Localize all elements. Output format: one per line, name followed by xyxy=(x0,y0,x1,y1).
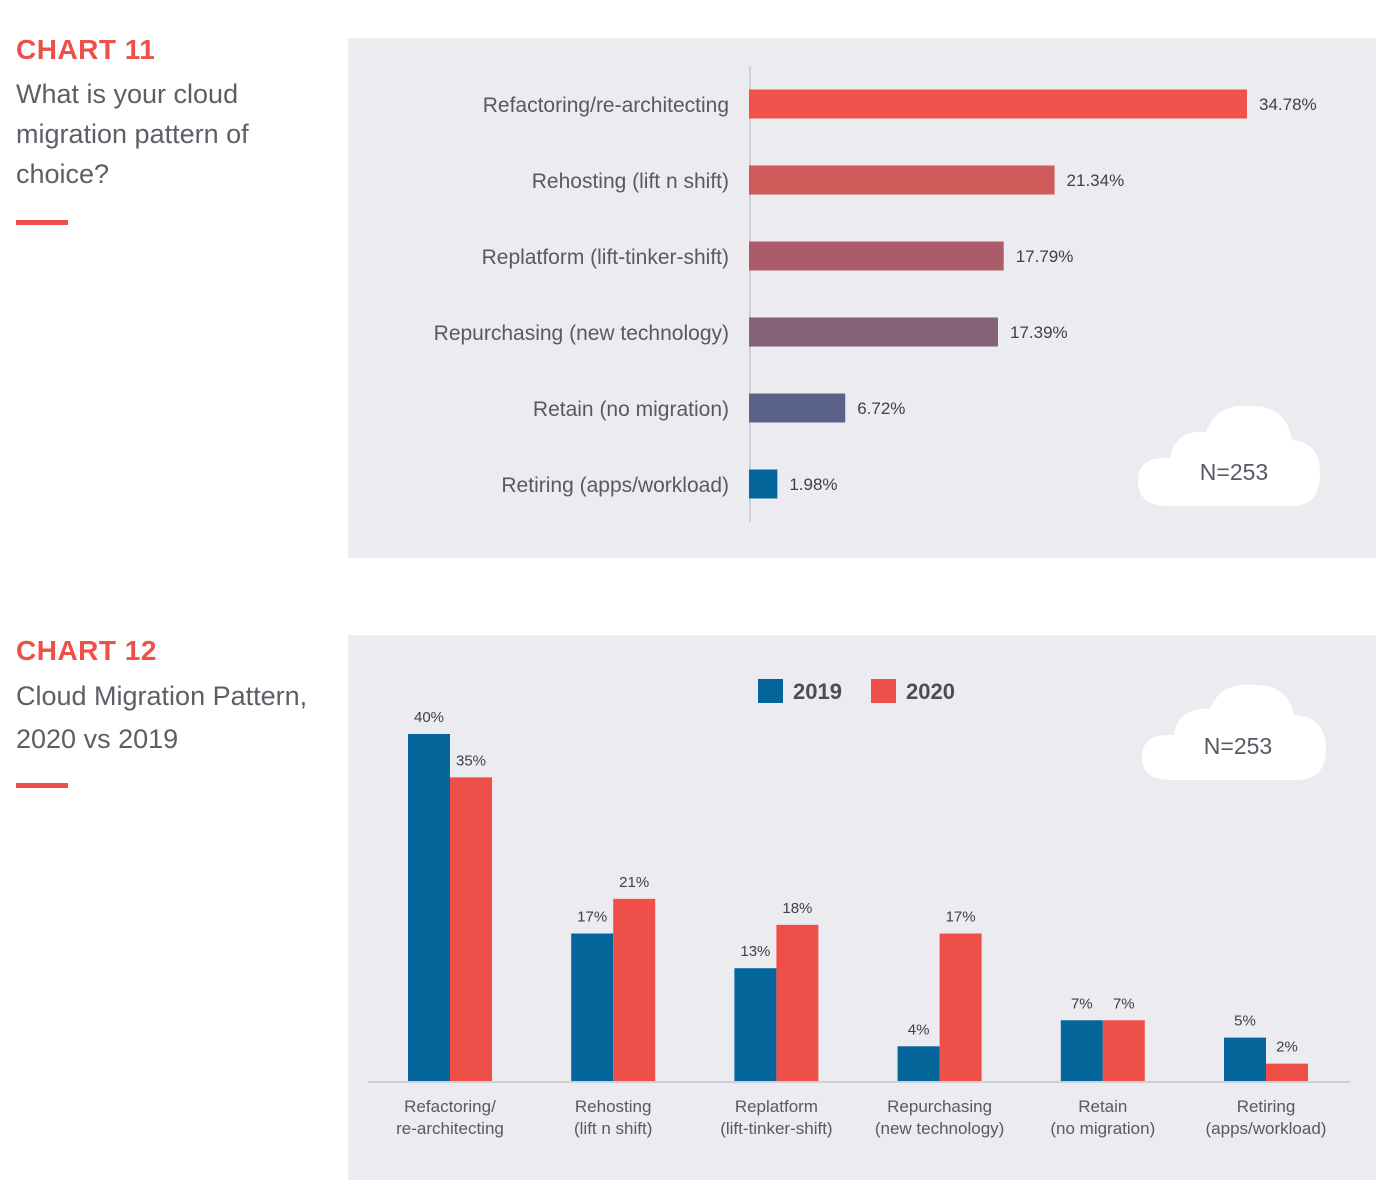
chart12-question: Cloud Migration Pattern, 2020 vs 2019 xyxy=(16,681,308,754)
chart12-category-label: Repurchasing xyxy=(887,1097,992,1116)
chart11-cloud-icon xyxy=(1138,405,1320,506)
chart11-bar xyxy=(749,469,778,499)
chart12-category-label: Replatform xyxy=(735,1097,818,1116)
chart12-category-label: Retain xyxy=(1078,1097,1127,1116)
chart11-svg: Refactoring/re-architecting 34.78% Rehosti… xyxy=(434,66,1320,522)
chart12-caption: CHART 12 Cloud Migration Pattern, 2020 v… xyxy=(16,635,316,788)
chart12-bar-2019 xyxy=(408,734,450,1081)
chart12-category-label: (lift-tinker-shift) xyxy=(720,1119,832,1138)
chart11-label: CHART 11 xyxy=(16,34,156,65)
chart12-bar-2019 xyxy=(1060,1020,1103,1081)
chart11-category-label: Replatform (lift-tinker-shift) xyxy=(482,246,729,269)
chart11-category-label: Rehosting (lift n shift) xyxy=(532,170,729,193)
chart12-svg: 2019 2020 N=253 40% 35% Refactoring/re-arch… xyxy=(368,679,1350,1138)
chart11-bar xyxy=(749,165,1055,195)
chart11-category-label: Retain (no migration) xyxy=(533,398,729,421)
chart11-bar xyxy=(749,241,1004,271)
chart11-category-label: Retiring (apps/workload) xyxy=(501,474,729,497)
chart12-data-label: 7% xyxy=(1113,995,1135,1012)
chart12-data-label: 5% xyxy=(1234,1013,1256,1030)
chart12-bar-2019 xyxy=(734,968,777,1081)
chart11-data-label: 34.78% xyxy=(1259,95,1317,114)
chart11-bar xyxy=(749,317,998,347)
chart11-question: What is your cloud migration pattern of … xyxy=(16,79,249,189)
legend-label-2020: 2020 xyxy=(906,679,955,704)
chart12-data-label: 7% xyxy=(1071,995,1093,1012)
chart12-panel: 2019 2020 N=253 40% 35% Refactoring/re-arch… xyxy=(348,635,1376,1180)
chart12-cloud-icon xyxy=(1142,684,1326,780)
chart12-bar-2020 xyxy=(613,898,656,1081)
chart11-data-label: 17.79% xyxy=(1016,247,1074,266)
legend-swatch-2020 xyxy=(871,679,896,703)
chart12-data-label: 18% xyxy=(782,900,812,917)
chart12-data-label: 4% xyxy=(908,1021,930,1038)
chart11-data-label: 21.34% xyxy=(1067,171,1125,190)
chart12-category-label: Rehosting xyxy=(575,1097,652,1116)
chart12-bar-2020 xyxy=(450,777,492,1081)
chart11-category-label: Repurchasing (new technology) xyxy=(434,322,729,345)
chart12-category-label: re-architecting xyxy=(396,1119,504,1138)
chart12-data-label: 17% xyxy=(946,909,976,926)
chart12-data-label: 40% xyxy=(414,709,444,726)
legend-swatch-2019 xyxy=(758,679,783,703)
chart12-category-label: Refactoring/ xyxy=(404,1097,496,1116)
chart11-data-label: 17.39% xyxy=(1010,323,1068,342)
chart12-category-label: (no migration) xyxy=(1050,1119,1155,1138)
chart11-n-label: N=253 xyxy=(1200,459,1268,485)
chart11-bar xyxy=(749,393,846,423)
chart12-n-label: N=253 xyxy=(1204,733,1272,759)
chart12-bar-2019 xyxy=(571,933,614,1081)
chart12-bar-2019 xyxy=(897,1046,940,1081)
chart12-bar-2020 xyxy=(1266,1063,1308,1081)
chart12-bar-2020 xyxy=(1102,1020,1145,1081)
chart12-category-label: Retiring xyxy=(1237,1097,1296,1116)
chart12-bar-2020 xyxy=(776,924,819,1081)
chart12-bar-2020 xyxy=(939,933,982,1081)
chart12-bar-2019 xyxy=(1224,1037,1266,1081)
chart11-bar xyxy=(749,89,1247,119)
chart12-category-label: (lift n shift) xyxy=(574,1119,652,1138)
chart12-label: CHART 12 xyxy=(16,635,157,666)
chart12-data-label: 21% xyxy=(619,874,649,891)
chart12-category-label: (apps/workload) xyxy=(1206,1119,1327,1138)
chart12-accent-rule xyxy=(16,783,68,788)
chart12-category-label: (new technology) xyxy=(875,1119,1004,1138)
chart12-data-label: 13% xyxy=(740,943,770,960)
chart11-accent-rule xyxy=(16,220,68,225)
legend-label-2019: 2019 xyxy=(793,679,842,704)
chart11-data-label: 1.98% xyxy=(789,475,837,494)
chart11-data-label: 6.72% xyxy=(857,399,905,418)
chart11-caption: CHART 11 What is your cloud migration pa… xyxy=(16,34,316,225)
chart11-panel: Refactoring/re-architecting 34.78% Rehosti… xyxy=(348,38,1376,558)
chart12-data-label: 17% xyxy=(577,909,607,926)
chart12-data-label: 35% xyxy=(456,752,486,769)
chart11-category-label: Refactoring/re-architecting xyxy=(483,94,729,117)
chart12-data-label: 2% xyxy=(1276,1039,1298,1056)
